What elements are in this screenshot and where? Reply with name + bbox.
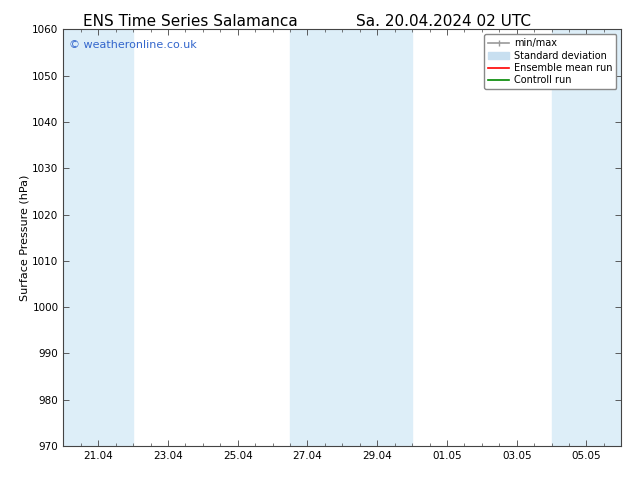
Text: Sa. 20.04.2024 02 UTC: Sa. 20.04.2024 02 UTC	[356, 14, 531, 29]
Y-axis label: Surface Pressure (hPa): Surface Pressure (hPa)	[20, 174, 30, 301]
Bar	[290, 29, 412, 446]
Legend: min/max, Standard deviation, Ensemble mean run, Controll run: min/max, Standard deviation, Ensemble me…	[484, 34, 616, 89]
Text: ENS Time Series Salamanca: ENS Time Series Salamanca	[83, 14, 297, 29]
Bar	[63, 29, 133, 446]
Bar	[552, 29, 621, 446]
Text: © weatheronline.co.uk: © weatheronline.co.uk	[69, 40, 197, 50]
